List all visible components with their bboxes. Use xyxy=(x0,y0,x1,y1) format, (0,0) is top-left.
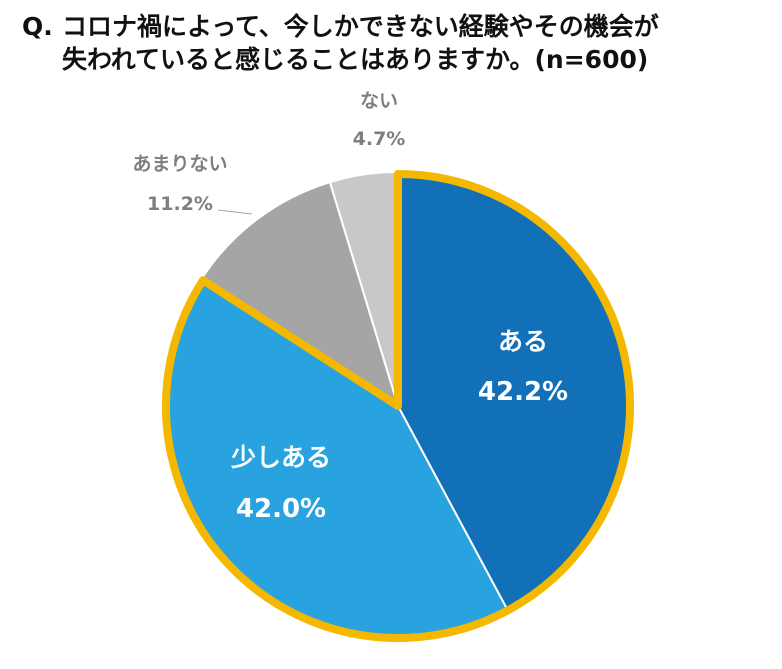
highlight-outline-top xyxy=(162,170,634,642)
pie-highlight-outline xyxy=(162,170,634,642)
slice-label-4: ない xyxy=(360,90,398,112)
slice-value-2: 42.0% xyxy=(236,494,326,524)
pie-labels: ある 42.2% 少しある 42.0% あまりない 11.2% ない 4.7% xyxy=(132,90,568,524)
slice-label-1: ある xyxy=(498,327,548,356)
leader-lines xyxy=(217,209,253,215)
slice-value-1: 42.2% xyxy=(478,377,568,407)
slice-value-4: 4.7% xyxy=(353,128,406,150)
slice-label-3: あまりない xyxy=(132,153,227,175)
leader-line-3 xyxy=(217,209,253,215)
question-line-2: 失われていると感じることはありますか。(n=600) xyxy=(62,45,649,74)
slice-label-2: 少しある xyxy=(230,443,331,472)
slice-value-3: 11.2% xyxy=(147,193,213,215)
question-prefix: Q. xyxy=(22,12,53,41)
pie-slice-3 xyxy=(199,180,400,409)
question-title: Q. コロナ禍によって、今しかできない経験やその機会が 失われていると感じることは… xyxy=(22,10,772,76)
question-line-1: コロナ禍によって、今しかできない経験やその機会が xyxy=(62,12,659,41)
